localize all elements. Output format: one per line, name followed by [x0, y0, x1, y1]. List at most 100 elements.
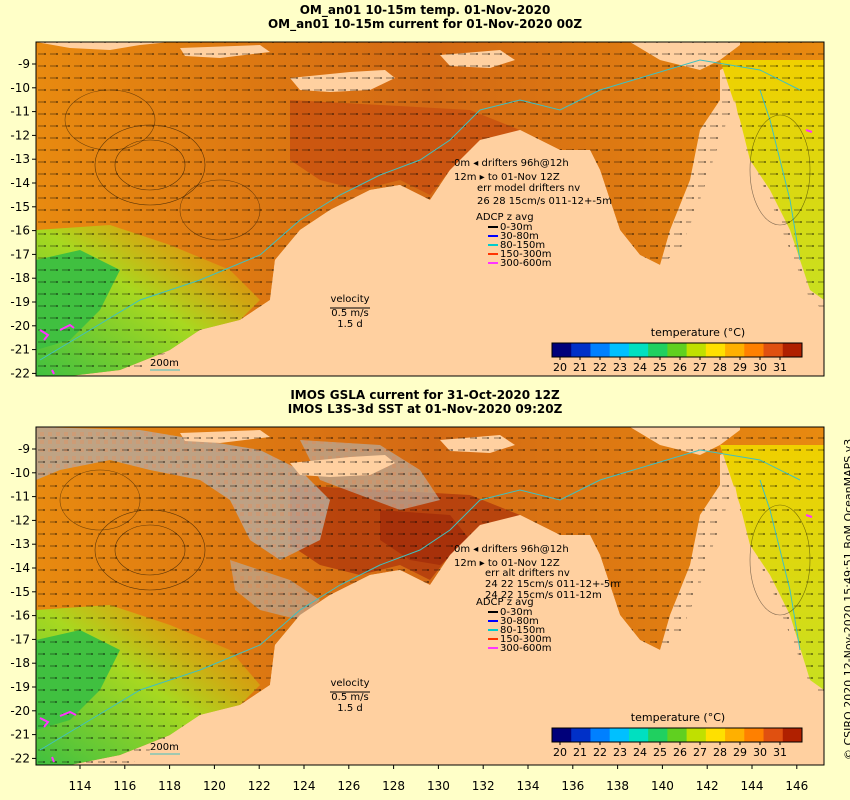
- colorbar-segment: [744, 728, 765, 742]
- colorbar-tick-label: 25: [653, 746, 667, 759]
- colorbar-segment: [609, 728, 630, 742]
- top-colorbar: 20 21 22 23 24 25 26 27 28 29 30 31: [551, 342, 803, 374]
- top-adcp-title: ADCP z avg: [476, 212, 534, 223]
- bottom-velocity-value: 0.5 m/s: [331, 692, 368, 703]
- colorbar-tick-label: 30: [753, 361, 767, 374]
- top-velocity-label: velocity: [330, 294, 369, 305]
- colorbar-tick-label: 22: [593, 361, 607, 374]
- colorbar-tick-label: 25: [653, 361, 667, 374]
- colorbar-segment: [725, 728, 745, 742]
- colorbar-tick-label: 24: [633, 746, 647, 759]
- bottom-map-area: [35, 426, 825, 766]
- latitude-tick-label: -17: [10, 632, 30, 646]
- colorbar-frame: [551, 342, 803, 358]
- top-map-area: [35, 41, 825, 377]
- top-drifter-line-2: 12m ▸ to 01-Nov 12Z: [454, 172, 560, 183]
- latitude-tick-label: -18: [10, 271, 30, 285]
- colorbar-tick-label: 21: [573, 361, 587, 374]
- longitude-tick-label: 142: [696, 779, 719, 793]
- latitude-tick-label: -22: [10, 751, 30, 765]
- longitude-tick-label: 144: [741, 779, 764, 793]
- colorbar-segment: [725, 343, 745, 357]
- colorbar-segment: [628, 728, 649, 742]
- latitude-tick-label: -9: [18, 442, 30, 456]
- top-drifter-line-3: err model drifters nv: [477, 183, 580, 194]
- colorbar-tick-label: 31: [773, 746, 787, 759]
- latitude-tick-label: -10: [10, 466, 30, 480]
- colorbar-tick-label: 28: [713, 361, 727, 374]
- colorbar-segment: [705, 728, 726, 742]
- bottom-drifter-line-4: 24 22 15cm/s 011-12+-5m: [485, 579, 620, 590]
- colorbar-tick-label: 27: [693, 361, 707, 374]
- bottom-velocity-time: 1.5 d: [337, 703, 362, 714]
- latitude-tick-label: -12: [10, 513, 30, 527]
- latitude-tick-label: -11: [10, 105, 30, 119]
- latitude-tick-label: -18: [10, 656, 30, 670]
- colorbar-segment: [782, 728, 803, 742]
- latitude-tick-label: -20: [10, 704, 30, 718]
- longitude-tick-label: 134: [517, 779, 540, 793]
- latitude-tick-label: -11: [10, 490, 30, 504]
- adcp-label: 30-80m: [500, 231, 539, 242]
- colorbar-tick-label: 31: [773, 361, 787, 374]
- colorbar-tick-label: 27: [693, 746, 707, 759]
- longitude-tick-label: 132: [472, 779, 495, 793]
- latitude-tick-label: -21: [10, 343, 30, 357]
- colorbar-tick-label: 30: [753, 746, 767, 759]
- colorbar-segment: [705, 343, 726, 357]
- colorbar-tick-label: 21: [573, 746, 587, 759]
- adcp-label: 0-30m: [500, 222, 532, 233]
- colorbar-segment: [628, 343, 649, 357]
- colorbar-segment: [648, 728, 668, 742]
- longitude-axis: 114 116 118 120 122 124 126 128 130 132 134 136 138 1…: [69, 765, 808, 793]
- longitude-tick-label: 120: [203, 779, 226, 793]
- colorbar-segment: [782, 343, 803, 357]
- latitude-tick-label: -19: [10, 295, 30, 309]
- bottom-latitude-axis: -9 -10 -11 -12 -13 -14 -15 -16 -17 -18 -19 -20 -21 -2…: [10, 442, 36, 765]
- latitude-tick-label: -16: [10, 224, 30, 238]
- bottom-contour-label: 200m: [150, 742, 179, 753]
- colorbar-frame: [551, 727, 803, 743]
- top-velocity-time: 1.5 d: [337, 319, 362, 330]
- longitude-tick-label: 128: [382, 779, 405, 793]
- latitude-tick-label: -19: [10, 680, 30, 694]
- adcp-label: 80-150m: [500, 625, 545, 636]
- colorbar-tick-label: 29: [733, 746, 747, 759]
- colorbar-segment: [763, 343, 784, 357]
- colorbar-tick-label: 24: [633, 361, 647, 374]
- longitude-tick-label: 124: [293, 779, 316, 793]
- latitude-tick-label: -16: [10, 609, 30, 623]
- top-latitude-axis: -9 -10 -11 -12 -13 -14 -15 -16 -17 -18 -19 -20 -21 -2…: [10, 57, 36, 380]
- top-contour-label: 200m: [150, 358, 179, 369]
- longitude-tick-label: 122: [248, 779, 271, 793]
- colorbar-segment: [667, 343, 688, 357]
- latitude-tick-label: -13: [10, 537, 30, 551]
- colorbar-segment: [609, 343, 630, 357]
- colorbar-segment: [552, 343, 572, 357]
- longitude-tick-label: 136: [561, 779, 584, 793]
- longitude-tick-label: 130: [427, 779, 450, 793]
- bottom-panel-title-1: IMOS GSLA current for 31-Oct-2020 12Z: [290, 388, 560, 402]
- bottom-drifter-line-2: 12m ▸ to 01-Nov 12Z: [454, 558, 560, 569]
- colorbar-segment: [648, 343, 668, 357]
- colorbar-tick-label: 23: [613, 361, 627, 374]
- longitude-tick-label: 116: [113, 779, 136, 793]
- latitude-tick-label: -17: [10, 247, 30, 261]
- latitude-tick-label: -13: [10, 152, 30, 166]
- adcp-label: 150-300m: [500, 249, 552, 260]
- colorbar-segment: [571, 728, 591, 742]
- adcp-label: 80-150m: [500, 240, 545, 251]
- top-velocity-value: 0.5 m/s: [331, 308, 368, 319]
- top-annotations: 0m ◂ drifters 96h@12h 12m ▸ to 01-Nov 12…: [150, 158, 745, 371]
- bottom-annotations: 0m ◂ drifters 96h@12h 12m ▸ to 01-Nov 12…: [150, 544, 725, 755]
- longitude-tick-label: 114: [69, 779, 92, 793]
- colorbar-tick-label: 20: [553, 361, 567, 374]
- latitude-tick-label: -22: [10, 366, 30, 380]
- latitude-tick-label: -20: [10, 319, 30, 333]
- latitude-tick-label: -15: [10, 585, 30, 599]
- longitude-tick-label: 126: [337, 779, 360, 793]
